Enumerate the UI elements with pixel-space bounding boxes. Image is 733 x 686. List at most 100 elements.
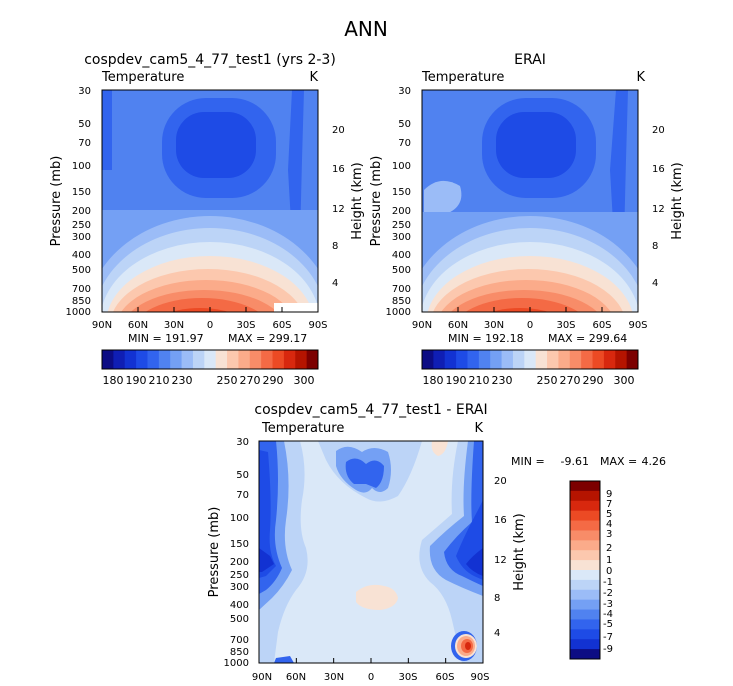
pressure-tick: 850 <box>392 296 411 307</box>
colorbar-swatch <box>490 350 503 369</box>
lat-tick: 60S <box>592 320 611 331</box>
lat-tick: 90N <box>92 320 112 331</box>
colorbar-swatch <box>570 510 600 522</box>
pressure-tick: 70 <box>398 138 411 149</box>
colorbar-label: -3 <box>603 599 613 610</box>
max-label: MAX = 299.64 <box>548 332 627 345</box>
colorbar-swatch <box>581 350 594 369</box>
colorbar-swatch <box>181 350 194 369</box>
lat-tick: 0 <box>207 320 213 331</box>
pressure-tick: 500 <box>72 265 91 276</box>
y-tick-labels: 30 50 70 100 150 200 250 300 400 500 700… <box>224 437 249 669</box>
pressure-tick: 50 <box>398 119 411 130</box>
contour-band <box>491 308 549 312</box>
colorbar-swatch <box>570 609 600 620</box>
colorbar-label: -9 <box>603 644 613 655</box>
colorbar-swatch <box>283 350 296 369</box>
pressure-tick: 300 <box>392 232 411 243</box>
figure-title: ANN <box>344 17 388 41</box>
colorbar-swatch <box>295 350 308 369</box>
lat-tick: 30N <box>324 672 344 683</box>
height-tick: 20 <box>494 476 507 487</box>
colorbar-labels: 180 190 210 230 250 270 290 300 <box>423 374 635 387</box>
y-axis-label: Pressure (mb) <box>369 156 384 247</box>
lat-tick: 60S <box>435 672 454 683</box>
contour-band <box>345 458 384 488</box>
pressure-tick: 300 <box>230 582 249 593</box>
colorbar-swatch <box>215 350 228 369</box>
colorbar-swatch <box>570 589 600 601</box>
pressure-tick: 500 <box>392 265 411 276</box>
height-tick: 12 <box>332 204 345 215</box>
colorbar-swatch <box>558 350 571 369</box>
colorbar-swatch <box>570 629 600 640</box>
colorbar-frame <box>101 349 319 370</box>
y-axis-label-right: Height (km) <box>350 162 365 239</box>
colorbar-swatch <box>444 350 457 369</box>
pressure-tick: 100 <box>72 161 91 172</box>
y-axis-label-right: Height (km) <box>512 513 527 590</box>
height-tick-labels: 20 16 12 8 4 <box>494 476 507 639</box>
colorbar-label: 230 <box>492 374 513 387</box>
colorbar-swatch <box>422 350 434 369</box>
variable-label: Temperature <box>101 70 184 85</box>
panel-subtitle: cospdev_cam5_4_77_test1 - ERAI <box>254 402 487 418</box>
units-label: K <box>309 70 318 85</box>
pressure-tick: 400 <box>392 250 411 261</box>
pressure-tick: 250 <box>72 220 91 231</box>
pressure-tick: 1000 <box>386 307 411 318</box>
colorbar-swatch <box>478 350 491 369</box>
pressure-tick: 200 <box>230 557 249 568</box>
colorbar-swatch <box>570 639 600 650</box>
contour-band <box>171 308 229 312</box>
x-tick-labels: 90N 60N 30N 0 30S 60S 90S <box>92 320 328 331</box>
colorbar-swatch <box>570 579 600 591</box>
colorbar-label: 9 <box>606 489 612 500</box>
variable-label: Temperature <box>261 421 344 436</box>
colorbar-swatch <box>158 350 171 369</box>
pressure-tick: 850 <box>230 647 249 658</box>
contour-band <box>431 441 448 456</box>
min-label: MIN = 191.97 <box>128 332 204 345</box>
min-label: MIN = <box>511 455 545 468</box>
pressure-tick: 1000 <box>66 307 91 318</box>
colorbar-label: 7 <box>606 499 612 510</box>
colorbar-label: 180 <box>423 374 444 387</box>
height-tick: 4 <box>652 278 658 289</box>
colorbar-label: 230 <box>172 374 193 387</box>
lat-tick: 30N <box>164 320 184 331</box>
colorbar-swatch <box>249 350 262 369</box>
colorbar-swatch <box>102 350 114 369</box>
lat-tick: 30N <box>484 320 504 331</box>
pressure-tick: 30 <box>398 86 411 97</box>
colorbar-swatch <box>170 350 183 369</box>
colorbar-swatch <box>501 350 514 369</box>
panel-subtitle: ERAI <box>514 52 546 68</box>
colorbar-swatch <box>524 350 537 369</box>
panel-obs: ERAI Temperature K 30 50 70 100 15 <box>369 52 685 387</box>
colorbar-label: 5 <box>606 509 612 520</box>
height-tick: 16 <box>332 164 345 175</box>
colorbar <box>421 349 639 370</box>
max-value: 4.26 <box>642 455 667 468</box>
lat-tick: 30S <box>236 320 255 331</box>
x-tick-labels: 90N 60N 30N 0 30S 60S 90S <box>252 672 490 683</box>
colorbar-label: 270 <box>240 374 261 387</box>
colorbar-swatch <box>547 350 559 369</box>
lat-tick: 90S <box>308 320 327 331</box>
lat-tick: 90N <box>252 672 272 683</box>
lat-tick: 60N <box>286 672 306 683</box>
colorbar-swatch <box>570 550 600 561</box>
colorbar-swatch <box>570 570 600 581</box>
y-axis-label: Pressure (mb) <box>207 507 222 598</box>
pressure-tick: 250 <box>392 220 411 231</box>
colorbar-swatch <box>136 350 148 369</box>
colorbar-swatch <box>570 481 600 492</box>
height-tick: 12 <box>652 204 665 215</box>
panel-subtitle: cospdev_cam5_4_77_test1 (yrs 2-3) <box>84 52 336 68</box>
colorbar-swatch <box>570 540 600 551</box>
height-tick: 20 <box>332 125 345 136</box>
colorbar-swatch <box>306 350 319 369</box>
colorbar-swatch <box>626 350 639 369</box>
height-tick: 16 <box>494 515 507 526</box>
